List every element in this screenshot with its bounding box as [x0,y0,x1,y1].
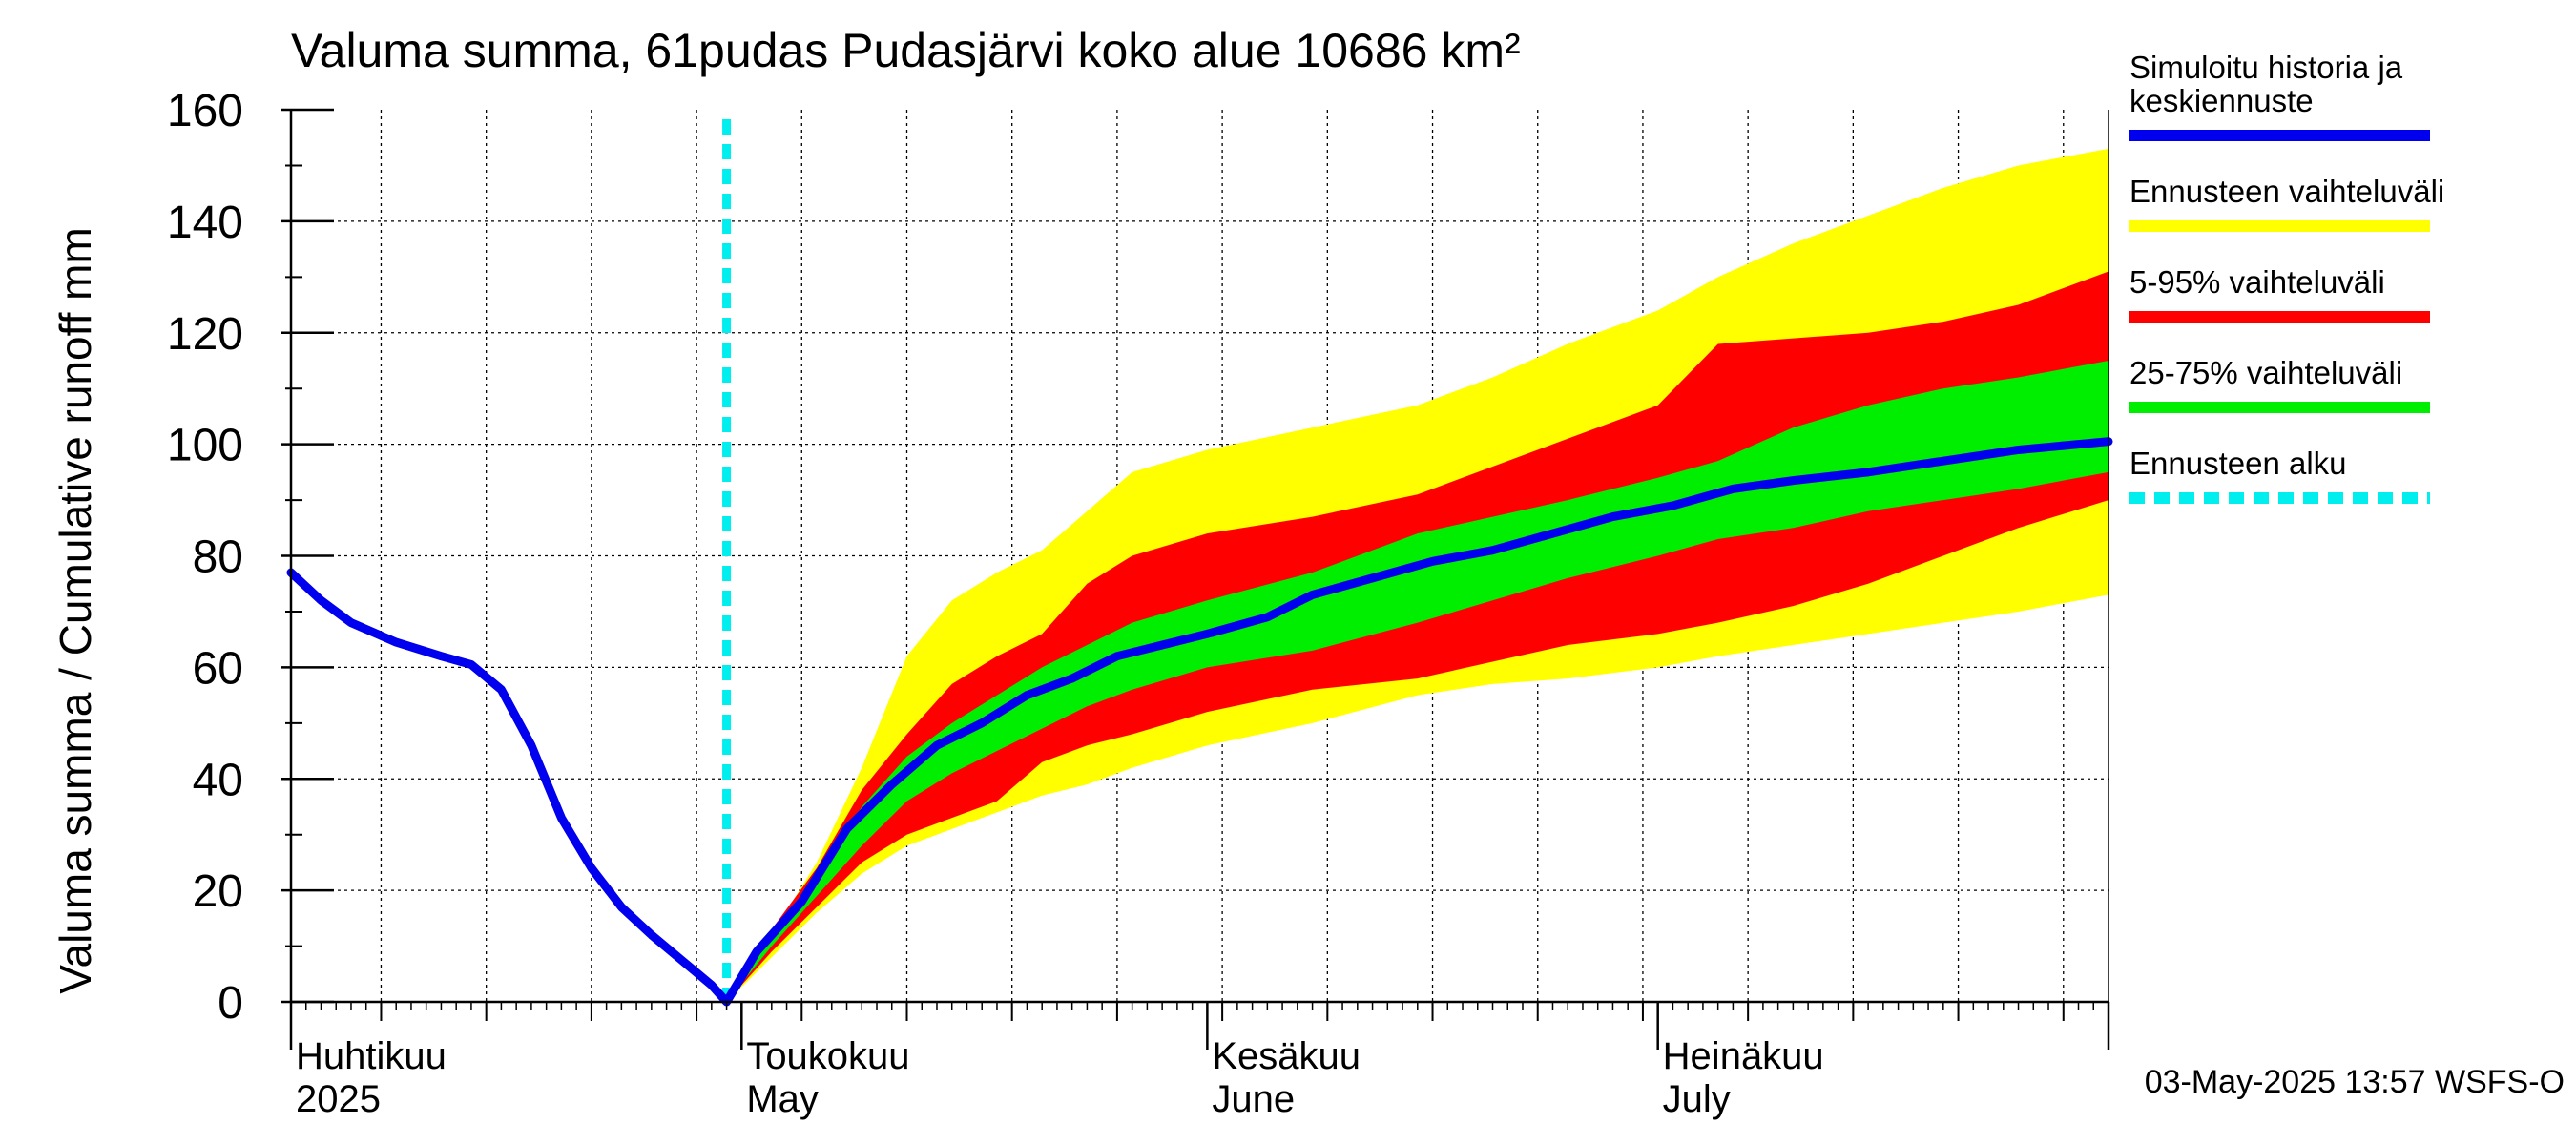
median-history-line [286,437,2113,1007]
timestamp-label: 03-May-2025 13:57 WSFS-O [2145,1064,2565,1100]
legend-label: 5-95% vaihteluväli [2129,264,2385,300]
band-25-75 [726,360,2109,1002]
x-month-label-fi: Huhtikuu [296,1035,447,1077]
chart-title: Valuma summa, 61pudas Pudasjärvi koko al… [291,24,1521,77]
x-month-label-fi: Heinäkuu [1663,1035,1824,1077]
y-tick-label: 120 [167,309,243,360]
y-tick-label: 0 [218,978,243,1029]
legend-label: Ennusteen alku [2129,446,2347,481]
y-tick-label: 160 [167,86,243,136]
legend-label: Ennusteen vaihteluväli [2129,174,2444,209]
y-axis-label: Valuma summa / Cumulative runoff mm [51,227,100,994]
legend-label: 25-75% vaihteluväli [2129,355,2402,390]
y-tick-label: 20 [193,866,243,917]
legend-label: keskiennuste [2129,83,2314,118]
x-month-label-fi: Toukokuu [746,1035,909,1077]
y-tick-label: 100 [167,421,243,471]
x-month-label-en: June [1212,1078,1295,1120]
y-tick-label: 140 [167,198,243,248]
y-tick-label: 60 [193,643,243,694]
series-lines [286,119,2113,1007]
x-month-label-en: May [746,1078,819,1120]
forecast-bands [726,148,2109,1002]
x-month-label-en: 2025 [296,1078,381,1120]
x-month-label-fi: Kesäkuu [1212,1035,1361,1077]
y-tick-label: 40 [193,755,243,805]
y-tick-label: 80 [193,532,243,583]
legend-label: Simuloitu historia ja [2129,50,2403,85]
x-month-label-en: July [1663,1078,1731,1120]
